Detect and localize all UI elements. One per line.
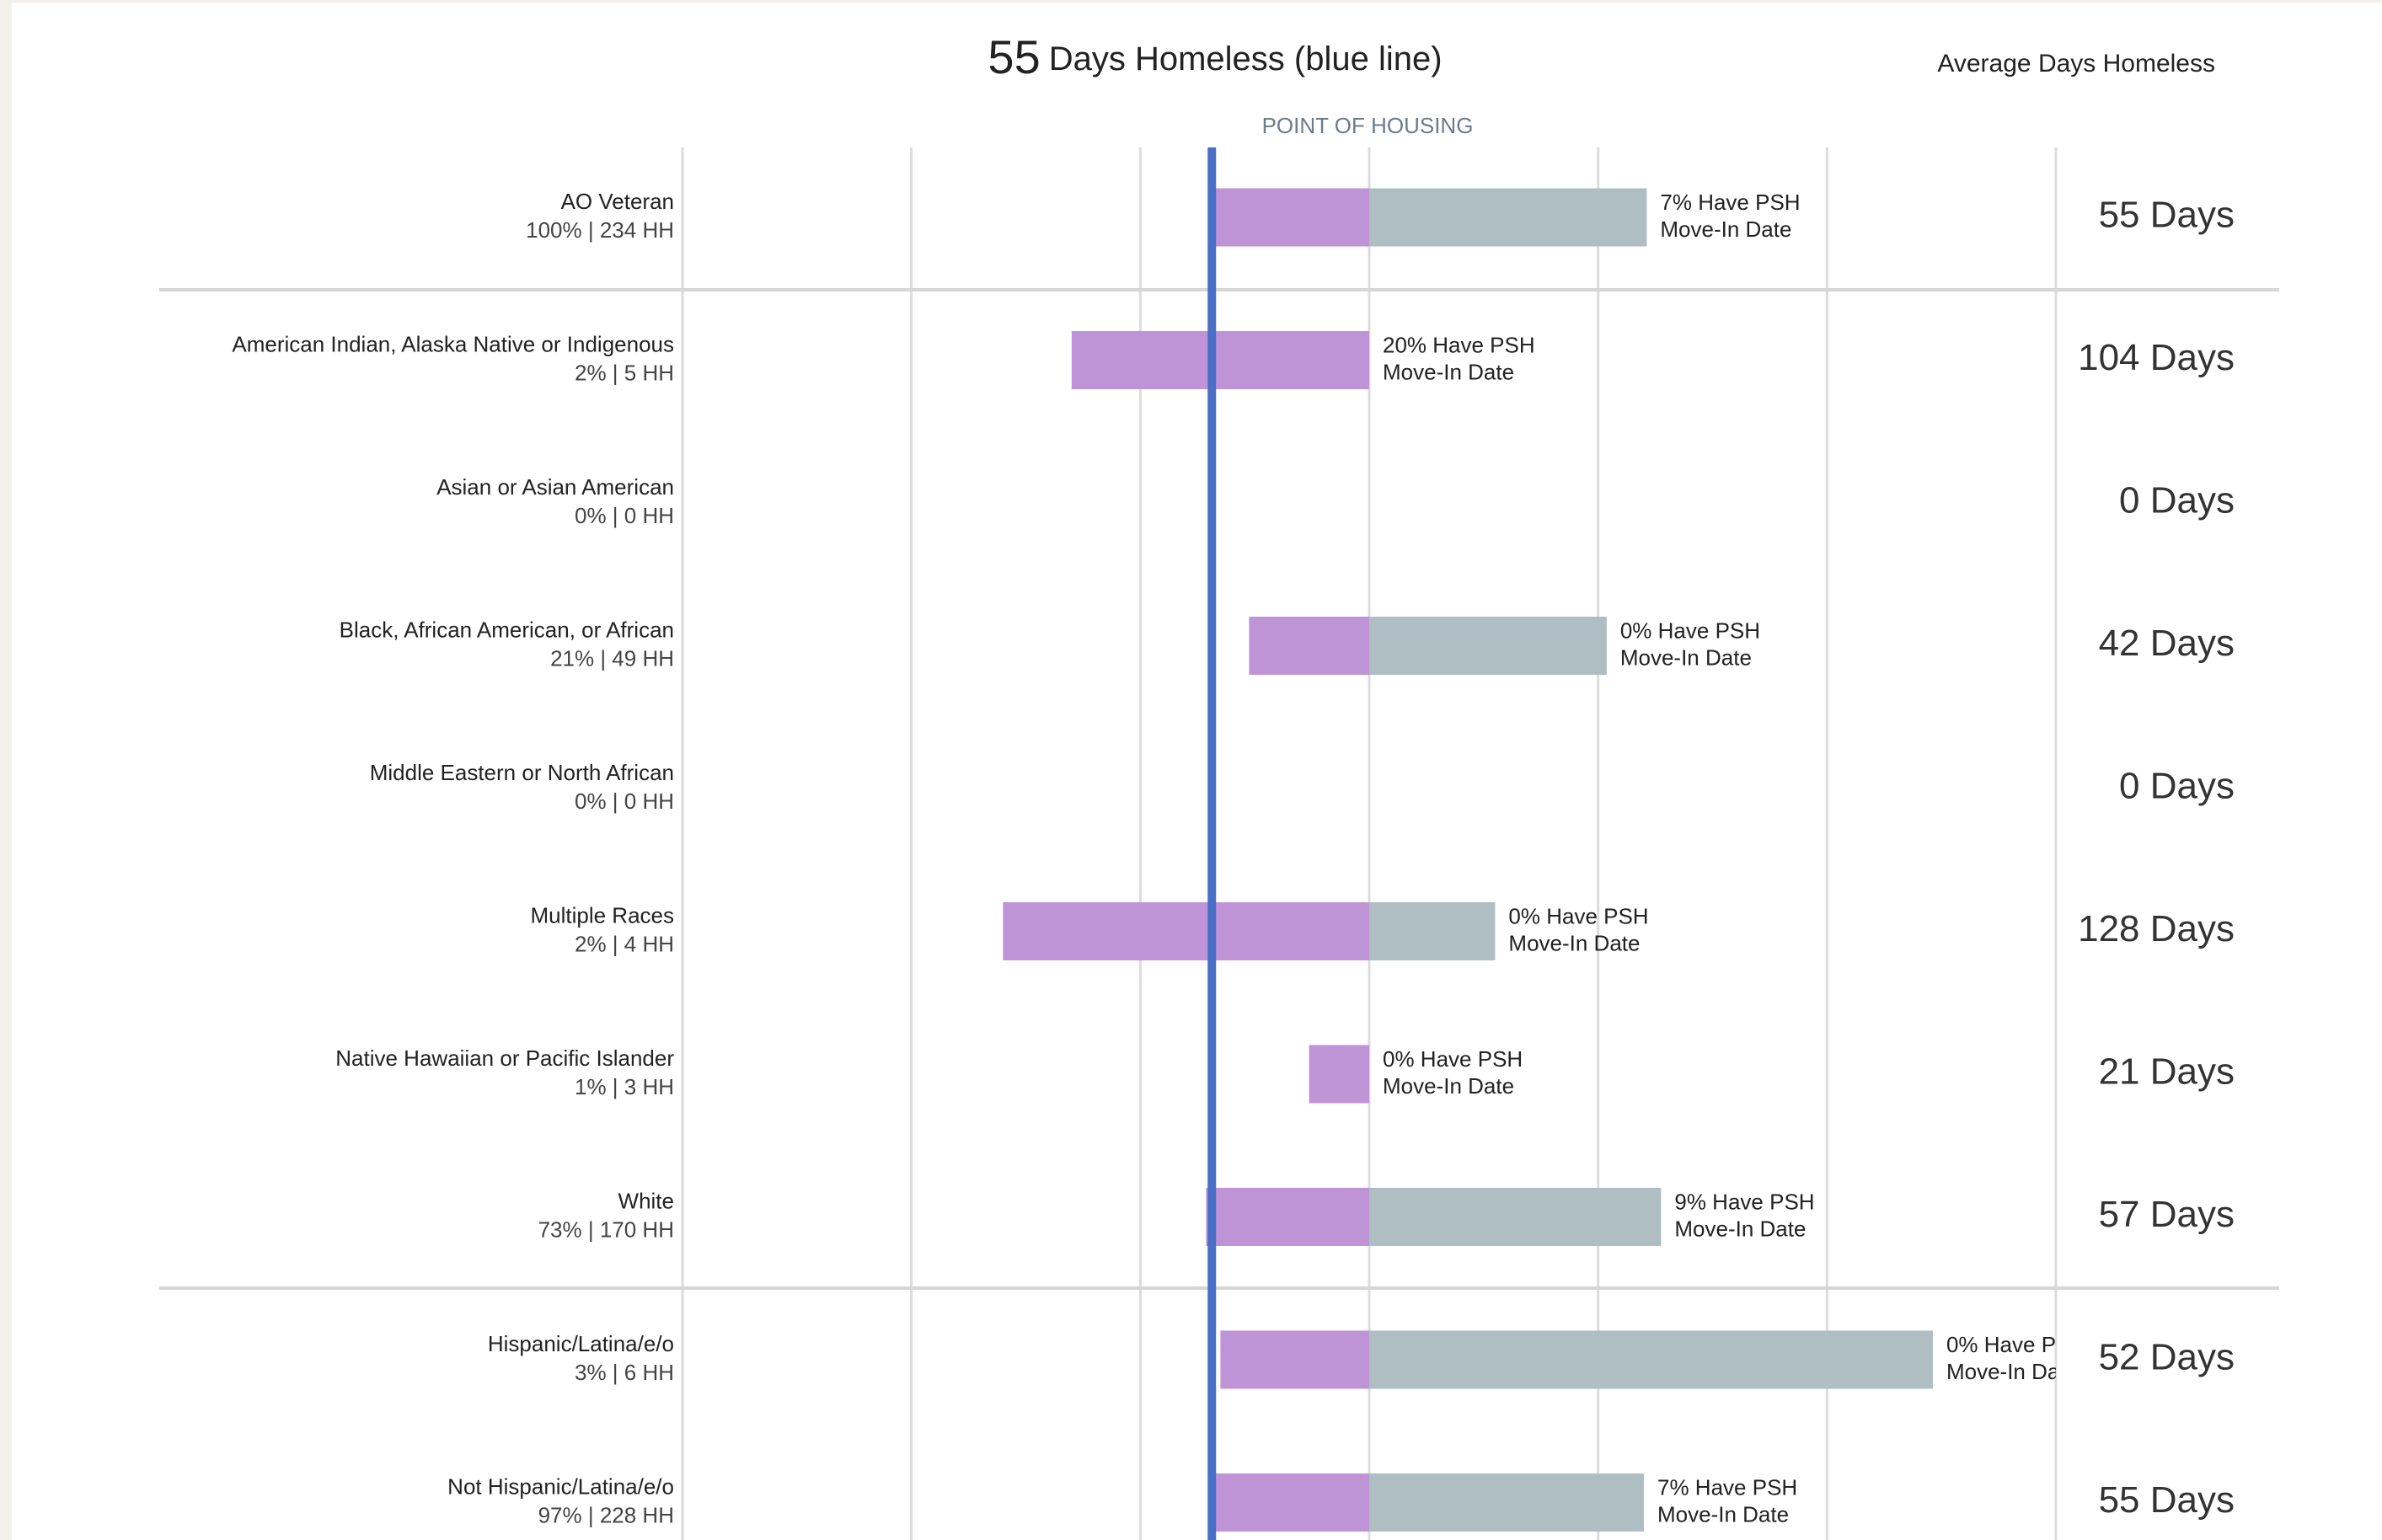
value-label: 21 Days xyxy=(2099,1051,2235,1093)
value-label: 0 Days xyxy=(2119,480,2235,521)
bar-after xyxy=(1369,902,1496,960)
value-label: 52 Days xyxy=(2099,1337,2235,1378)
annotation: 7% Have PSH xyxy=(1660,190,1800,215)
value-label: 57 Days xyxy=(2099,1194,2235,1235)
legend-note: Average Days Homeless xyxy=(1937,50,2215,78)
value-label: 42 Days xyxy=(2099,623,2235,664)
annotation-line2: Move-In Date xyxy=(1508,930,1640,955)
category-detail: 3% | 6 HH xyxy=(575,1360,674,1385)
panel xyxy=(12,3,2382,1540)
value-label: 0 Days xyxy=(2119,766,2235,807)
category-detail: 1% | 3 HH xyxy=(575,1074,674,1099)
category-label: Native Hawaiian or Pacific Islander xyxy=(335,1045,674,1071)
bar-before xyxy=(1220,1330,1369,1389)
annotation-line2: Move-In Date xyxy=(1620,644,1752,670)
chart-title: 55 Days Homeless (blue line) xyxy=(988,30,1442,83)
bar-before xyxy=(1206,1188,1369,1246)
annotation: 20% Have PSH xyxy=(1383,332,1535,357)
bar-before xyxy=(1003,902,1369,960)
category-label: White xyxy=(618,1188,674,1213)
category-detail: 2% | 4 HH xyxy=(575,931,674,956)
annotation-line2: Move-In Date xyxy=(1383,359,1514,384)
category-detail: 0% | 0 HH xyxy=(575,789,674,814)
annotation-line2: Move-In Date xyxy=(1946,1359,2078,1384)
bar-before xyxy=(1249,617,1369,675)
bar-after xyxy=(1369,617,1607,675)
category-label: Not Hispanic/Latina/e/o xyxy=(447,1473,674,1499)
annotation: 0% Have PSH xyxy=(1383,1046,1523,1072)
title-suffix: Days Homeless (blue line) xyxy=(1049,40,1443,78)
category-detail: 73% | 170 HH xyxy=(538,1216,674,1242)
category-label: Hispanic/Latina/e/o xyxy=(488,1331,674,1356)
annotation: 7% Have PSH xyxy=(1657,1474,1797,1500)
bar-after xyxy=(1369,1473,1644,1532)
category-detail: 0% | 0 HH xyxy=(575,503,674,528)
annotation: 0% Have PSH xyxy=(1508,903,1648,928)
bar-before xyxy=(1212,1473,1369,1532)
category-detail: 97% | 228 HH xyxy=(538,1502,674,1527)
category-label: American Indian, Alaska Native or Indige… xyxy=(232,331,674,356)
category-label: AO Veteran xyxy=(561,189,674,214)
value-label: 55 Days xyxy=(2099,195,2235,236)
value-label: 104 Days xyxy=(2078,337,2235,378)
bar-before xyxy=(1212,188,1369,247)
annotation-line2: Move-In Date xyxy=(1657,1501,1789,1527)
category-label: Middle Eastern or North African xyxy=(370,760,674,785)
category-label: Black, African American, or African xyxy=(340,617,674,642)
bar-before xyxy=(1309,1045,1369,1104)
bar-after xyxy=(1369,1188,1662,1246)
annotation-line2: Move-In Date xyxy=(1660,217,1791,242)
category-detail: 2% | 5 HH xyxy=(575,360,674,385)
annotation: 9% Have PSH xyxy=(1674,1189,1814,1214)
annotation: 0% Have PSH xyxy=(1620,618,1760,643)
category-label: Asian or Asian American xyxy=(436,474,674,500)
annotation-line2: Move-In Date xyxy=(1674,1216,1806,1241)
value-label: 128 Days xyxy=(2078,908,2235,949)
category-detail: 21% | 49 HH xyxy=(550,645,674,671)
value-label: 55 Days xyxy=(2099,1479,2235,1521)
average-days: 55 xyxy=(988,30,1040,83)
category-label: Multiple Races xyxy=(530,902,674,928)
bar-after xyxy=(1369,1330,1933,1389)
bar-before xyxy=(1071,331,1369,389)
axis-label: POINT OF HOUSING xyxy=(1262,113,1474,138)
annotation-line2: Move-In Date xyxy=(1383,1073,1514,1099)
category-detail: 100% | 234 HH xyxy=(526,217,674,243)
annotation: 0% Have PSH xyxy=(1946,1332,2086,1357)
bar-after xyxy=(1369,188,1647,247)
